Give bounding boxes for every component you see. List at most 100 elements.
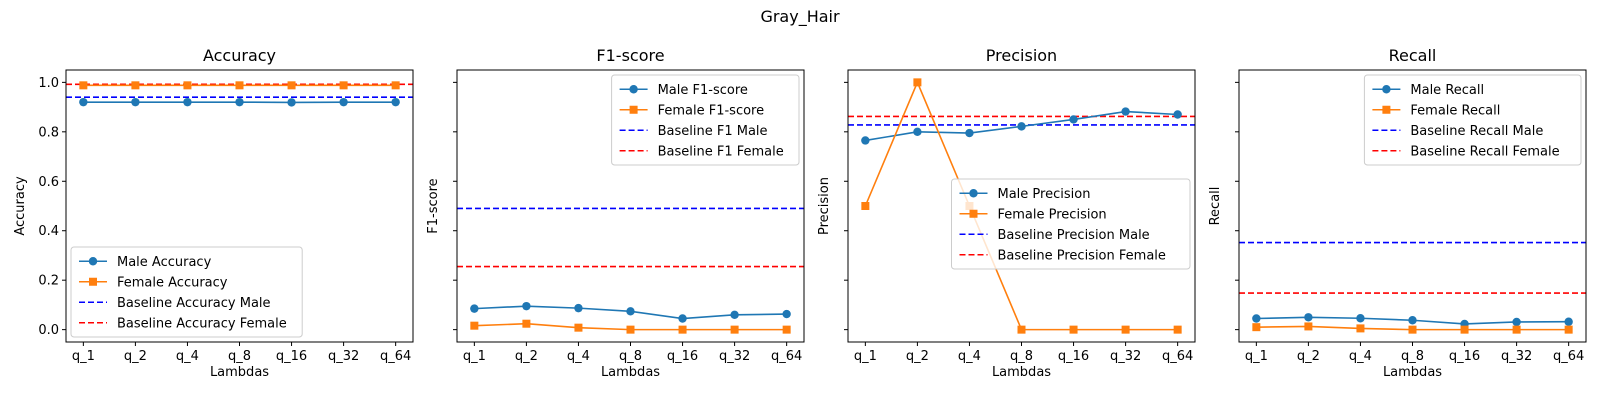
legend: Male Recall Female Recall Baseline Recall …: [1363, 74, 1582, 166]
chart-f1-score: F1-score q_1 q_2 q_4 q_8 q_16 q_32 q_64 Lambdas F…: [426, 46, 805, 380]
x-tick-label: q_32: [1110, 349, 1141, 364]
data-point: [965, 128, 974, 138]
data-point: [913, 78, 922, 87]
data-point: [782, 309, 791, 319]
data-point: [1121, 107, 1130, 116]
chart-accuracy: Accuracy q_1 q_2 q_4 q_8 q_16 q_32 q_64 0.0 0.2 0.…: [13, 46, 414, 380]
y-tick-label: 0.4: [38, 224, 59, 239]
x-tick-label: q_64: [771, 349, 802, 364]
y-axis-label: Recall: [1208, 187, 1223, 226]
data-point: [522, 319, 531, 328]
chart-title: F1-score: [596, 46, 664, 65]
legend-swatch-marker: [629, 105, 638, 114]
x-tick-label: q_4: [176, 349, 199, 364]
y-axis-label: Precision: [817, 177, 832, 235]
chart-title: Precision: [986, 46, 1057, 65]
legend-label: Female Accuracy: [117, 275, 228, 290]
data-point: [1173, 110, 1182, 119]
y-axis-label: Accuracy: [13, 176, 28, 236]
legend-box: [951, 178, 1191, 270]
x-tick-label: q_2: [124, 349, 147, 364]
legend-label: Baseline Precision Male: [998, 228, 1150, 243]
legend-box: [70, 246, 303, 338]
data-point: [1460, 325, 1469, 334]
x-axis-label: Lambdas: [992, 365, 1051, 380]
legend-label: Male F1-score: [658, 83, 748, 98]
x-tick-label: q_16: [276, 349, 307, 364]
data-point: [574, 323, 583, 332]
x-tick-label: q_8: [1010, 349, 1033, 364]
legend-swatch-marker: [88, 257, 98, 266]
data-point: [183, 97, 192, 107]
data-point: [1512, 325, 1521, 334]
legend-label: Baseline F1 Male: [658, 124, 768, 139]
legend-swatch-marker: [1382, 85, 1391, 94]
legend: Male Precision Female Precision Baseline P…: [951, 178, 1191, 270]
x-tick-label: q_4: [1349, 349, 1372, 364]
x-tick-label: q_32: [1501, 349, 1532, 364]
data-point: [626, 325, 635, 334]
x-tick-label: q_4: [958, 349, 981, 364]
x-tick-label: q_8: [619, 349, 642, 364]
data-point: [913, 127, 922, 137]
data-point: [79, 97, 88, 107]
data-point: [470, 321, 479, 330]
data-point: [79, 81, 88, 90]
legend-label: Male Accuracy: [117, 255, 212, 270]
data-point: [183, 81, 192, 90]
data-point: [1304, 322, 1313, 331]
legend: Male Accuracy Female Accuracy Baseline Acc…: [70, 246, 303, 338]
data-point: [1356, 324, 1365, 333]
data-point: [391, 97, 400, 107]
legend-box: [611, 74, 800, 166]
legend-label: Baseline Precision Female: [998, 248, 1166, 263]
data-point: [1069, 115, 1078, 124]
legend-label: Baseline Accuracy Female: [117, 316, 287, 331]
chart-title: Accuracy: [203, 46, 276, 65]
data-point: [235, 97, 244, 107]
legend: Male F1-score Female F1-score Baseline F1 …: [611, 74, 800, 166]
data-point: [1512, 317, 1521, 327]
legend-label: Baseline F1 Female: [658, 144, 784, 159]
x-tick-label: q_1: [72, 349, 95, 364]
legend-swatch-marker: [969, 209, 978, 218]
data-point: [470, 304, 479, 313]
x-tick-label: q_8: [1401, 349, 1424, 364]
chart-title: Recall: [1389, 46, 1437, 65]
x-tick-label: q_16: [1449, 349, 1480, 364]
x-tick-label: q_16: [667, 349, 698, 364]
data-point: [1304, 313, 1313, 322]
legend-label: Baseline Accuracy Male: [117, 296, 271, 311]
x-axis-label: Lambdas: [601, 365, 660, 380]
data-point: [1356, 314, 1365, 323]
x-tick-label: q_64: [380, 349, 411, 364]
chart-recall: Recall q_1 q_2 q_4 q_8 q_16 q_32 q_64 Lambdas Rec…: [1208, 46, 1587, 380]
legend-label: Female Precision: [998, 207, 1107, 222]
data-point: [522, 301, 531, 311]
data-point: [391, 81, 400, 90]
data-point: [235, 81, 244, 90]
x-tick-label: q_64: [1162, 349, 1193, 364]
y-tick-label: 0.8: [38, 125, 59, 140]
data-point: [861, 136, 870, 145]
x-tick-label: q_1: [854, 349, 877, 364]
legend-label: Female F1-score: [658, 103, 765, 118]
data-point: [1121, 325, 1130, 334]
data-point: [287, 98, 296, 107]
x-tick-label: q_32: [328, 349, 359, 364]
legend-swatch-marker: [89, 277, 97, 286]
x-tick-label: q_32: [719, 349, 750, 364]
data-point: [574, 303, 583, 313]
chart-precision: Precision q_1 q_2 q_4 q_8 q_16 q_32 q_64 Lambdas…: [817, 46, 1196, 380]
legend-label: Baseline Recall Female: [1410, 144, 1559, 159]
legend-swatch-marker: [629, 85, 638, 94]
y-tick-label: 0.6: [38, 175, 59, 190]
data-point: [678, 314, 687, 323]
legend-label: Baseline Recall Male: [1410, 124, 1543, 139]
legend-label: Female Recall: [1410, 103, 1500, 118]
legend-swatch-marker: [969, 189, 978, 198]
data-point: [1252, 314, 1261, 323]
x-tick-label: q_2: [906, 349, 929, 364]
y-tick-label: 1.0: [38, 76, 59, 91]
x-tick-label: q_64: [1553, 349, 1584, 364]
